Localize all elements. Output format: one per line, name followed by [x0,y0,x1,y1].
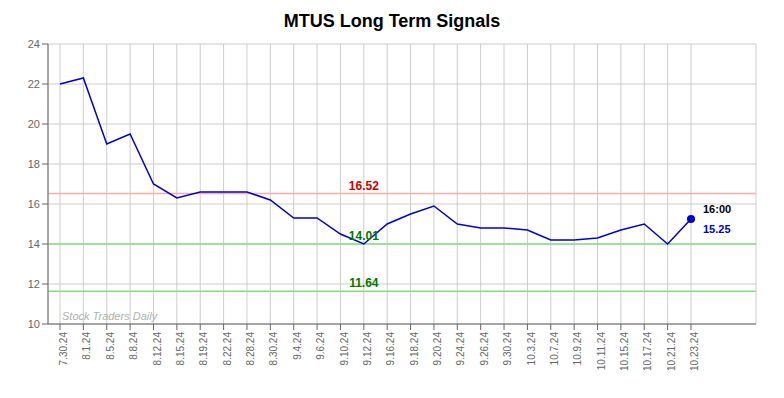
svg-text:9.12.24: 9.12.24 [362,332,373,366]
svg-text:16:00: 16:00 [703,203,731,215]
svg-text:8.5.24: 8.5.24 [105,332,116,360]
svg-text:9.20.24: 9.20.24 [432,332,443,366]
svg-text:9.6.24: 9.6.24 [315,332,326,360]
svg-text:14.01: 14.01 [349,229,379,243]
svg-text:10.23.24: 10.23.24 [689,332,700,371]
svg-text:16.52: 16.52 [349,179,379,193]
svg-text:11.64: 11.64 [349,276,379,290]
svg-text:22: 22 [28,78,40,90]
svg-text:8.12.24: 8.12.24 [152,332,163,366]
svg-text:10.11.24: 10.11.24 [596,332,607,371]
html-text:MTUS Long Term Signals: MTUS Long Term Signals [283,11,501,31]
svg-text:7.30.24: 7.30.24 [58,332,69,366]
svg-text:8.15.24: 8.15.24 [175,332,186,366]
svg-text:8.22.24: 8.22.24 [222,332,233,366]
svg-text:8.1.24: 8.1.24 [81,332,92,360]
svg-text:9.4.24: 9.4.24 [292,332,303,360]
svg-text:18: 18 [28,158,40,170]
svg-text:24: 24 [28,38,40,50]
svg-text:14: 14 [28,238,40,250]
svg-text:10.7.24: 10.7.24 [549,332,560,366]
svg-text:9.18.24: 9.18.24 [409,332,420,366]
svg-text:8.19.24: 8.19.24 [198,332,209,366]
svg-text:9.26.24: 9.26.24 [479,332,490,366]
svg-text:12: 12 [28,278,40,290]
svg-text:Stock Traders Daily: Stock Traders Daily [62,310,159,322]
svg-text:8.8.24: 8.8.24 [128,332,139,360]
svg-text:8.30.24: 8.30.24 [268,332,279,366]
svg-text:15.25: 15.25 [703,223,731,235]
svg-text:10.15.24: 10.15.24 [619,332,630,371]
svg-text:9.16.24: 9.16.24 [385,332,396,366]
svg-text:10.17.24: 10.17.24 [642,332,653,371]
svg-text:9.24.24: 9.24.24 [455,332,466,366]
svg-text:8.28.24: 8.28.24 [245,332,256,366]
svg-text:10.21.24: 10.21.24 [666,332,677,371]
svg-text:9.10.24: 9.10.24 [339,332,350,366]
svg-text:20: 20 [28,118,40,130]
svg-text:9.30.24: 9.30.24 [502,332,513,366]
svg-text:16: 16 [28,198,40,210]
svg-text:10: 10 [28,318,40,330]
svg-text:10.9.24: 10.9.24 [572,332,583,366]
svg-text:10.3.24: 10.3.24 [526,332,537,366]
